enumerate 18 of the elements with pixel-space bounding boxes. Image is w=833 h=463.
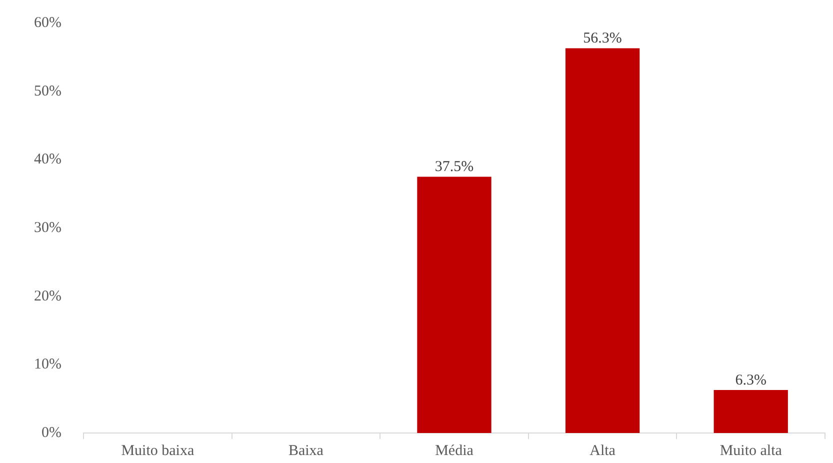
bar bbox=[417, 176, 492, 433]
x-tick-label: Muito alta bbox=[720, 442, 782, 459]
x-tick-label: Muito baixa bbox=[121, 442, 194, 459]
y-tick-label: 20% bbox=[34, 288, 62, 304]
x-tick-label: Alta bbox=[590, 442, 616, 459]
bar bbox=[565, 48, 640, 433]
y-tick-label: 30% bbox=[34, 220, 62, 236]
y-tick-label: 40% bbox=[34, 152, 62, 168]
bar bbox=[714, 390, 788, 433]
data-label: 56.3% bbox=[583, 30, 622, 47]
x-tick-label: Baixa bbox=[288, 442, 324, 459]
y-tick-label: 0% bbox=[41, 424, 62, 441]
y-tick-label: 60% bbox=[34, 14, 62, 31]
data-label: 6.3% bbox=[735, 372, 766, 388]
x-tick-label: Média bbox=[435, 442, 474, 459]
y-tick-label: 10% bbox=[34, 356, 62, 373]
data-label: 37.5% bbox=[434, 159, 474, 176]
y-tick-label: 50% bbox=[34, 83, 62, 100]
